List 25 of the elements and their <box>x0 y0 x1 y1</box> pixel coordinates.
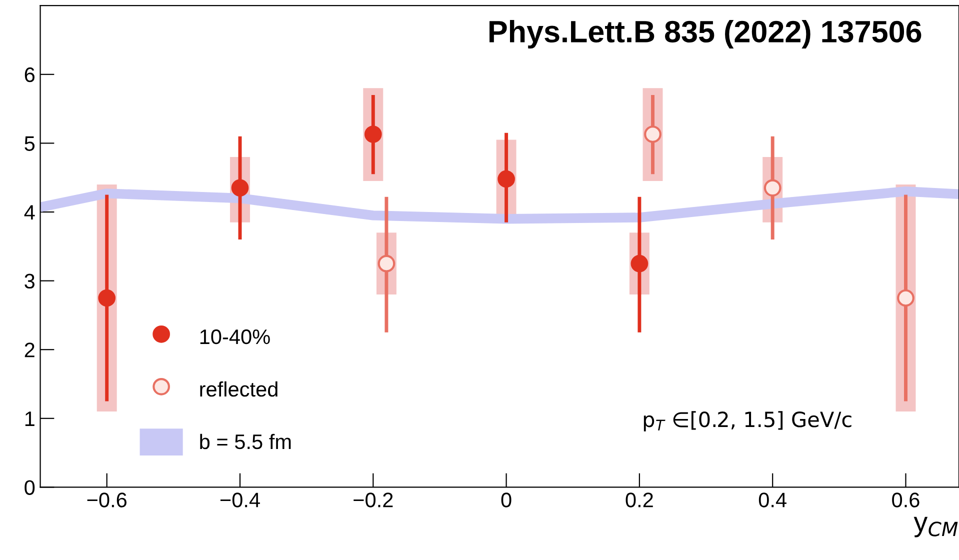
point <box>498 170 515 188</box>
point <box>897 289 914 307</box>
x-tick-label: 0.4 <box>758 492 786 508</box>
x-tick-label: 0 <box>501 492 512 508</box>
x-axis-title: y$_{CM}$ <box>914 516 958 538</box>
y-tick-label: 2 <box>24 342 34 358</box>
legend-label: 10-40% <box>200 329 270 344</box>
y-tick-label: 4 <box>24 205 35 220</box>
point <box>98 289 116 307</box>
x-tick-label: 0.2 <box>626 492 653 508</box>
x-tick-label: −0.4 <box>220 492 260 508</box>
y-tick-label: 0 <box>24 480 35 495</box>
annotation: Phys.Lett.B 835 (2022) 137506 <box>490 20 922 49</box>
x-tick-label: −0.2 <box>354 492 393 508</box>
y-tick-label: 1 <box>25 412 34 426</box>
y-tick-label: 3 <box>24 274 34 289</box>
point <box>644 126 662 143</box>
annotation: p$_{T}$ ∈[0.2, 1.5] GeV/c <box>644 411 852 432</box>
x-tick-label: −0.6 <box>87 492 126 508</box>
legend-label: reflected <box>200 381 278 397</box>
y-tick-label: 5 <box>24 136 35 151</box>
y-tick-label: 6 <box>24 67 34 82</box>
legend-label: b = 5.5 fm <box>200 434 291 450</box>
x-tick-label: 0.6 <box>892 492 920 508</box>
point <box>364 126 382 143</box>
